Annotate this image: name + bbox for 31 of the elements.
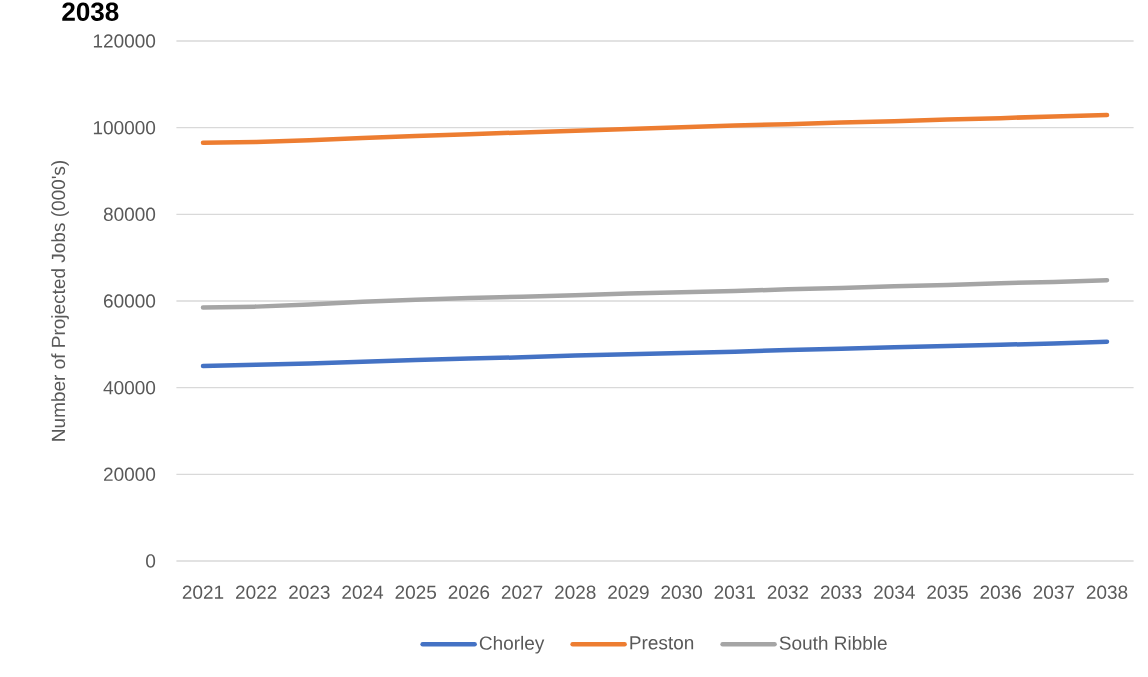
x-tick-label: 2030	[661, 585, 702, 599]
y-tick-label: 100000	[93, 120, 156, 135]
y-tick-label: 120000	[93, 34, 156, 48]
x-tick-label: 2035	[927, 585, 968, 599]
line-series	[200, 277, 1110, 310]
x-tick-label: 2026	[448, 585, 490, 599]
x-tick-label: 2028	[555, 585, 596, 599]
x-tick-label: 2021	[182, 585, 224, 599]
x-tick-label: 2032	[767, 585, 809, 599]
legend-label: Chorley	[479, 635, 545, 654]
x-tick-label: 2038	[1086, 585, 1128, 599]
y-tick-label: 20000	[104, 467, 156, 482]
x-tick-label: 2033	[820, 585, 862, 599]
y-tick-label: 60000	[104, 294, 156, 308]
x-tick-label: 2025	[395, 585, 437, 599]
x-tick-label: 2027	[501, 585, 543, 599]
y-tick-label: 0	[146, 554, 156, 568]
y-axis-title: Number of Projected Jobs (000's)	[51, 161, 69, 441]
x-tick-label: 2031	[714, 585, 755, 599]
x-tick-label: 2037	[1033, 585, 1074, 599]
x-tick-label: 2034	[874, 585, 915, 599]
x-tick-label: 2036	[980, 585, 1021, 599]
legend-label: Preston	[630, 636, 694, 650]
legend-label: South Ribble	[779, 635, 887, 650]
chart-title: 2038	[62, 2, 119, 21]
y-tick-label: 80000	[103, 207, 156, 222]
x-tick-label: 2029	[608, 585, 649, 599]
x-tick-label: 2022	[236, 585, 277, 599]
x-tick-label: 2024	[342, 585, 384, 599]
y-tick-label: 40000	[103, 380, 156, 395]
x-tick-label: 2023	[289, 585, 330, 599]
